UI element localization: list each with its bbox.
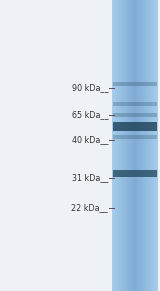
Text: 22 kDa__: 22 kDa__ xyxy=(71,203,108,212)
Text: 40 kDa__: 40 kDa__ xyxy=(72,136,108,145)
Text: 90 kDa__: 90 kDa__ xyxy=(72,84,108,93)
Text: 65 kDa__: 65 kDa__ xyxy=(72,111,108,120)
Bar xyxy=(113,102,157,106)
Bar xyxy=(113,135,157,139)
Bar xyxy=(113,170,157,177)
Bar xyxy=(113,122,157,131)
Text: 31 kDa__: 31 kDa__ xyxy=(72,173,108,182)
Bar xyxy=(113,113,157,117)
Bar xyxy=(113,82,157,86)
